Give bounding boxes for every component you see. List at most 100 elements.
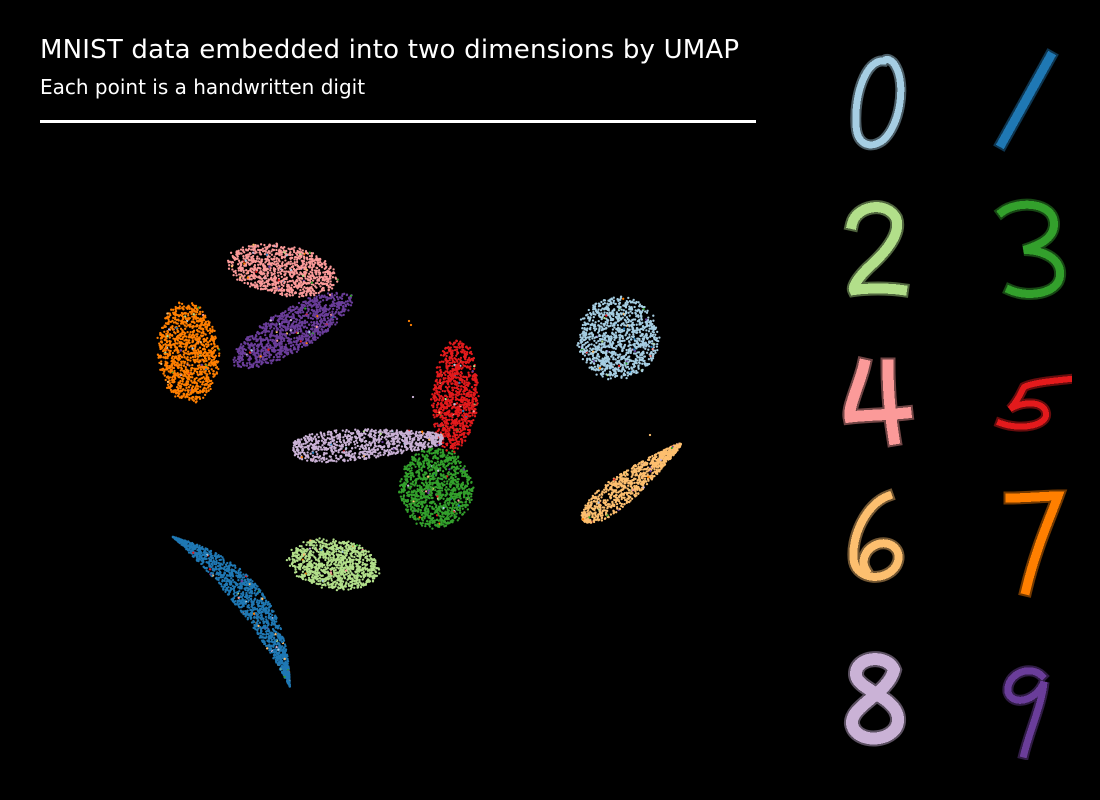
scatter-point-digit-2 [349,548,353,551]
scatter-point-digit-0 [637,367,640,370]
scatter-point-digit-2 [321,539,324,543]
scatter-point-digit-2 [347,556,351,559]
scatter-point-digit-0 [589,312,593,316]
scatter-point-digit-0 [621,363,624,367]
scatter-point-digit-2 [347,577,350,580]
scatter-point-digit-0 [594,369,597,372]
scatter-point-digit-0 [617,369,621,372]
scatter-point-digit-3 [410,499,413,502]
scatter-point-digit-3 [442,463,445,466]
scatter-point-digit-3 [406,494,409,497]
scatter-point-digit-2 [313,572,316,575]
scatter-point-digit-0 [609,298,612,302]
scatter-point-digit-3 [406,480,409,484]
scatter-point-digit-3 [431,527,434,530]
scatter-point-digit-0 [612,347,615,350]
scatter-point-digit-2 [295,556,298,559]
scatter-point-digit-0 [626,318,630,321]
scatter-point-digit-0 [620,355,623,359]
scatter-point-digit-1 [275,624,279,628]
scatter-point-digit-3 [410,466,413,470]
scatter-point-digit-3 [458,495,462,498]
scatter-point-digit-1 [248,587,252,591]
scatter-point-digit-3 [457,478,460,481]
scatter-point-digit-3 [442,506,445,510]
scatter-point-digit-2 [291,555,294,558]
scatter-point-digit-1 [204,557,207,561]
scatter-point-digit-2 [359,586,363,589]
scatter-point-digit-2 [340,542,343,545]
scatter-point-digit-3 [428,520,431,523]
scatter-point-digit-2 [341,580,345,583]
scatter-point-digit-1 [261,617,265,620]
scatter-point-digit-2 [359,569,363,572]
scatter-point-digit-3 [436,490,439,493]
scatter-point-digit-0 [603,316,606,320]
scatter-point-digit-0 [598,334,602,337]
scatter-point-digit-0 [613,326,616,329]
scatter-point-digit-2 [340,566,344,569]
scatter-point-digit-3 [441,483,445,486]
scatter-point-digit-1 [253,592,256,595]
scatter-point-digit-0 [619,324,623,327]
scatter-point-digit-0 [626,330,629,333]
scatter-point-digit-1 [279,626,282,630]
scatter-point-digit-2 [338,558,341,561]
scatter-point-digit-3 [446,498,449,501]
scatter-point-digit-1 [264,601,268,604]
scatter-point-digit-3 [454,462,458,465]
scatter-point-digit-0 [632,335,635,338]
scatter-point-digit-0 [581,332,584,335]
scatter-point-digit-3 [453,469,456,472]
scatter-point-digit-1 [275,643,278,646]
scatter-point-digit-0 [614,358,617,361]
scatter-point-digit-1 [219,571,222,574]
scatter-point-digit-0 [649,319,652,323]
scatter-point-digit-0 [608,350,611,354]
scatter-point-digit-1 [270,623,273,627]
scatter-point-digit-2 [349,561,352,564]
scatter-point-digit-1 [262,625,265,629]
scatter-point-digit-2 [335,550,338,553]
scatter-point-digit-0 [635,315,638,318]
scatter-point-digit-2 [343,552,346,555]
scatter-point-digit-4 [244,259,247,262]
scatter-point-digit-3 [457,467,460,470]
scatter-point-digit-1 [246,578,250,581]
scatter-point-digit-1 [259,631,263,635]
scatter-point-digit-1 [272,650,275,654]
scatter-point-digit-3 [469,476,472,480]
scatter-point-digit-0 [593,365,597,368]
scatter-point-digit-3 [409,474,413,477]
scatter-point-digit-1 [269,648,272,652]
scatter-point-digit-3 [422,493,426,497]
scatter-point-digit-3 [453,478,456,482]
scatter-point-digit-0 [606,364,609,367]
scatter-point-digit-2 [347,575,351,578]
scatter-point-digit-2 [306,573,309,576]
scatter-point-digit-1 [274,630,277,634]
scatter-point-digit-0 [587,308,590,312]
scatter-point-digit-1 [264,608,267,611]
scatter-point-digit-2 [333,571,336,574]
scatter-point-digit-1 [244,613,247,616]
scatter-point-digit-4 [330,287,334,290]
scatter-point-digit-0 [597,369,600,372]
scatter-point-digit-3 [441,523,444,526]
scatter-point-digit-2 [329,571,333,574]
scatter-point-digit-0 [643,355,647,358]
scatter-point-digit-2 [351,555,354,558]
scatter-point-digit-0 [622,322,625,325]
scatter-point-digit-0 [629,351,632,355]
scatter-point-digit-0 [589,347,592,350]
scatter-point-digit-3 [416,484,419,487]
scatter-point-digit-3 [450,489,453,492]
scatter-point-digit-2 [360,571,364,575]
scatter-point-digit-2 [300,555,303,558]
scatter-point-digit-0 [611,328,615,331]
scatter-point-digit-3 [427,459,431,463]
scatter-point-digit-3 [433,519,437,522]
scatter-point-digit-3 [416,489,420,493]
scatter-point-digit-2 [306,547,309,551]
scatter-point-digit-0 [613,336,616,339]
